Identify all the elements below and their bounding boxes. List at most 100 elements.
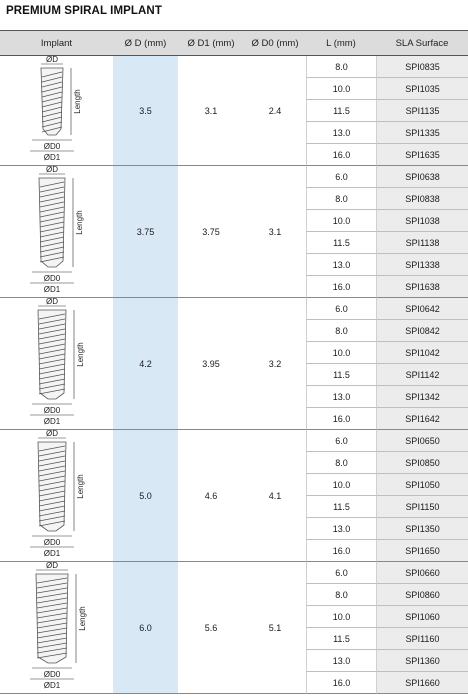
diameter-d-value: 3.5	[113, 56, 178, 166]
implant-thread	[36, 642, 68, 649]
implant-thread	[36, 602, 68, 609]
implant-thread	[38, 378, 66, 385]
implant-thread	[38, 323, 66, 330]
implant-thread	[39, 231, 65, 238]
implant-thread	[39, 216, 65, 223]
sla-code-value: SPI0842	[376, 320, 468, 342]
implant-thread	[38, 500, 66, 507]
implant-thread	[38, 520, 66, 527]
length-value: 8.0	[306, 56, 376, 78]
implant-thread	[38, 383, 66, 390]
sla-code-value: SPI0835	[376, 56, 468, 78]
sla-code-value: SPI0860	[376, 584, 468, 606]
label-d: ØD	[46, 166, 58, 174]
header-sla-surface: SLA Surface	[376, 31, 468, 56]
label-d0: ØD0	[44, 406, 61, 415]
length-value: 8.0	[306, 320, 376, 342]
implant-thread	[38, 495, 66, 502]
length-value: 10.0	[306, 210, 376, 232]
implant-thread	[41, 86, 63, 93]
implant-thread	[39, 251, 65, 258]
implant-thread	[41, 111, 63, 118]
implant-thread	[36, 592, 68, 599]
implant-thread	[39, 256, 65, 263]
length-value: 6.0	[306, 562, 376, 584]
implant-thread	[36, 612, 68, 619]
implant-thread	[38, 328, 66, 335]
implant-thread	[36, 637, 68, 644]
length-value: 11.5	[306, 100, 376, 122]
implant-thread	[38, 353, 66, 360]
implant-thread	[36, 627, 68, 634]
diameter-d0-value: 3.1	[244, 166, 306, 298]
length-value: 16.0	[306, 540, 376, 562]
implant-body	[38, 177, 66, 268]
implant-thread	[36, 607, 68, 614]
implant-thread	[36, 587, 68, 594]
diameter-d0-value: 5.1	[244, 562, 306, 694]
implant-table: Implant Ø D (mm) Ø D1 (mm) Ø D0 (mm) L (…	[0, 30, 468, 700]
sla-code-value: SPI1138	[376, 232, 468, 254]
sla-code-value: SPI1042	[376, 342, 468, 364]
label-d0: ØD0	[44, 274, 61, 283]
diameter-d-value: 5.0	[113, 430, 178, 562]
implant-thread	[36, 597, 68, 604]
length-value: 10.0	[306, 78, 376, 100]
implant-thread	[38, 338, 66, 345]
length-value: 16.0	[306, 276, 376, 298]
label-length: Length	[76, 474, 85, 498]
length-value: 10.0	[306, 342, 376, 364]
page-title: PREMIUM SPIRAL IMPLANT	[6, 5, 162, 17]
header-diameter-d: Ø D (mm)	[113, 31, 178, 56]
header-diameter-d0: Ø D0 (mm)	[244, 31, 306, 56]
sla-code-value: SPI1660	[376, 672, 468, 694]
implant-thread	[38, 358, 66, 365]
sla-code-value: SPI0650	[376, 430, 468, 452]
implant-body	[37, 441, 67, 532]
diameter-d-value: 6.0	[113, 562, 178, 694]
implant-thread	[38, 445, 66, 452]
sla-code-value: SPI0838	[376, 188, 468, 210]
implant-thread	[36, 622, 68, 629]
length-value: 6.0	[306, 430, 376, 452]
implant-thread	[38, 313, 66, 320]
implant-thread	[36, 582, 68, 589]
length-value: 16.0	[306, 672, 376, 694]
length-value: 16.0	[306, 144, 376, 166]
implant-thread	[36, 647, 68, 654]
label-length: Length	[73, 89, 82, 113]
implant-thread	[41, 71, 63, 78]
length-value: 6.0	[306, 166, 376, 188]
implant-thread	[38, 510, 66, 517]
diameter-d1-value: 3.1	[178, 56, 244, 166]
label-d0: ØD0	[44, 670, 61, 679]
implant-thread	[39, 211, 65, 218]
sla-code-value: SPI1642	[376, 408, 468, 430]
length-value: 11.5	[306, 364, 376, 386]
implant-thread	[36, 617, 68, 624]
length-value: 16.0	[306, 408, 376, 430]
sla-code-value: SPI0638	[376, 166, 468, 188]
implant-thread	[38, 480, 66, 487]
length-value: 8.0	[306, 188, 376, 210]
implant-thread	[38, 515, 66, 522]
implant-thread	[39, 226, 65, 233]
implant-diagram: ØD Length ØD0 ØD1	[30, 430, 85, 558]
implant-thread	[39, 221, 65, 228]
implant-thread	[38, 368, 66, 375]
length-value: 11.5	[306, 232, 376, 254]
implant-thread	[39, 206, 65, 213]
length-value: 10.0	[306, 606, 376, 628]
implant-thread	[41, 91, 63, 98]
sla-code-value: SPI1638	[376, 276, 468, 298]
header-length: L (mm)	[306, 31, 376, 56]
length-value: 13.0	[306, 518, 376, 540]
implant-diagram-cell: ØD Length ØD0 ØD1	[0, 298, 113, 430]
implant-thread	[39, 201, 65, 208]
label-d1: ØD1	[44, 153, 61, 162]
label-length: Length	[78, 606, 87, 630]
diameter-d1-value: 3.75	[178, 166, 244, 298]
implant-thread	[38, 348, 66, 355]
length-value: 13.0	[306, 122, 376, 144]
implant-thread	[39, 246, 65, 253]
